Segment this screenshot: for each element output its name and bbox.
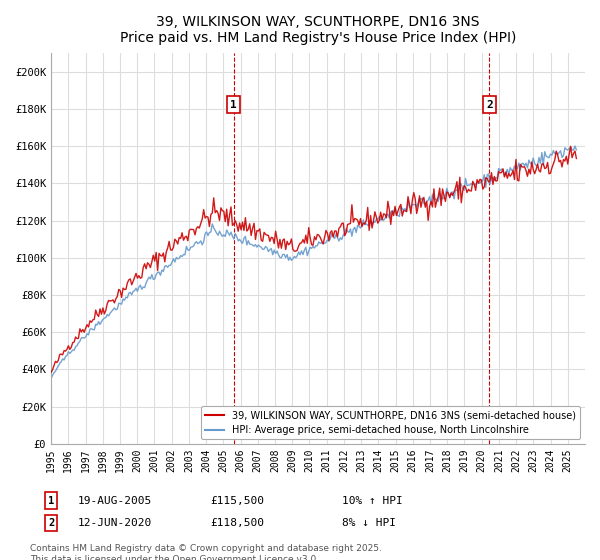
Text: 19-AUG-2005: 19-AUG-2005	[78, 496, 152, 506]
Legend: 39, WILKINSON WAY, SCUNTHORPE, DN16 3NS (semi-detached house), HPI: Average pric: 39, WILKINSON WAY, SCUNTHORPE, DN16 3NS …	[201, 407, 580, 439]
Text: 8% ↓ HPI: 8% ↓ HPI	[342, 518, 396, 528]
Text: £115,500: £115,500	[210, 496, 264, 506]
Text: 2: 2	[48, 518, 54, 528]
Text: 1: 1	[48, 496, 54, 506]
Text: Contains HM Land Registry data © Crown copyright and database right 2025.
This d: Contains HM Land Registry data © Crown c…	[30, 544, 382, 560]
Text: 1: 1	[230, 100, 237, 110]
Text: £118,500: £118,500	[210, 518, 264, 528]
Title: 39, WILKINSON WAY, SCUNTHORPE, DN16 3NS
Price paid vs. HM Land Registry's House : 39, WILKINSON WAY, SCUNTHORPE, DN16 3NS …	[120, 15, 516, 45]
Text: 10% ↑ HPI: 10% ↑ HPI	[342, 496, 403, 506]
Text: 2: 2	[486, 100, 493, 110]
Text: 12-JUN-2020: 12-JUN-2020	[78, 518, 152, 528]
